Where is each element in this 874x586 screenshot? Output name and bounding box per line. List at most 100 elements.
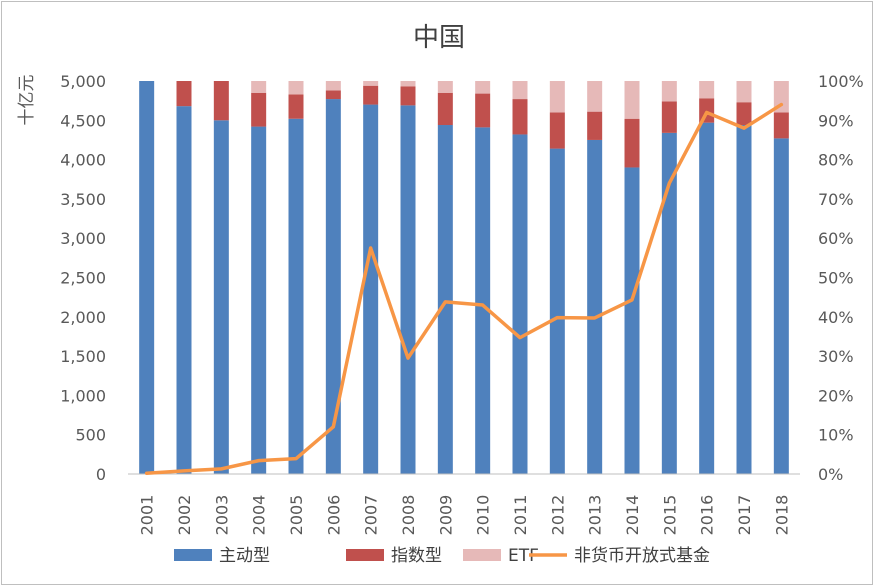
y-right-tick-label: 20%	[818, 386, 854, 405]
bar-active-2006	[325, 99, 341, 474]
bar-index-2010	[475, 93, 491, 128]
line-point-open-end-2007	[369, 246, 373, 250]
y-left-tick-label: 3,500	[60, 190, 106, 209]
bar-index-2002	[176, 81, 192, 107]
bar-active-2002	[176, 106, 192, 474]
bar-index-2006	[325, 90, 341, 100]
bar-etf-2018	[773, 81, 789, 113]
bar-index-2014	[624, 118, 640, 168]
bar-index-2011	[512, 99, 528, 135]
bar-index-2009	[437, 92, 453, 126]
bar-index-2013	[587, 111, 603, 140]
bar-active-2017	[736, 125, 752, 475]
line-point-open-end-2003	[219, 467, 223, 471]
x-tick-label: 2011	[511, 495, 530, 536]
bar-index-2004	[251, 92, 267, 127]
x-tick-label: 2001	[138, 495, 157, 536]
y-right-tick-label: 90%	[818, 111, 854, 130]
bar-active-2007	[363, 104, 379, 474]
bar-etf-2016	[699, 81, 715, 99]
y-left-tick-label: 5,000	[60, 72, 106, 91]
y-right-tick-label: 60%	[818, 229, 854, 248]
line-point-open-end-2013	[593, 316, 597, 320]
line-point-open-end-2004	[257, 459, 261, 463]
y-right-tick-label: 40%	[818, 308, 854, 327]
x-tick-label: 2010	[474, 495, 493, 536]
bar-etf-2014	[624, 81, 640, 119]
bar-etf-2011	[512, 81, 528, 100]
y-right-tick-label: 100%	[818, 72, 864, 91]
legend-swatch-active	[174, 549, 212, 561]
x-tick-label: 2018	[772, 495, 791, 536]
bar-index-2005	[288, 94, 304, 119]
bar-active-2014	[624, 167, 640, 474]
legend-label-active: 主动型	[219, 546, 270, 566]
x-tick-label: 2016	[698, 495, 717, 536]
line-point-open-end-2009	[443, 300, 447, 304]
x-tick-label: 2005	[287, 495, 306, 536]
x-tick-label: 2014	[623, 495, 642, 536]
bar-active-2008	[400, 105, 416, 474]
y-right-tick-label: 30%	[818, 347, 854, 366]
legend: 主动型 指数型 ETF 非货币开放式基金	[174, 546, 710, 566]
bar-etf-2005	[288, 81, 304, 95]
bar-active-2009	[437, 125, 453, 475]
y-left-tick-label: 4,000	[60, 151, 106, 170]
bar-index-2008	[400, 86, 416, 106]
bar-active-2010	[475, 127, 491, 475]
bar-active-2015	[661, 132, 677, 474]
x-tick-label: 2015	[660, 495, 679, 536]
bar-active-2016	[699, 122, 715, 475]
line-open-end	[144, 102, 784, 475]
legend-swatch-index	[346, 549, 384, 561]
line-point-open-end-2016	[705, 110, 709, 114]
line-point-open-end-2005	[294, 457, 298, 461]
x-tick-label: 2003	[212, 495, 231, 536]
bar-index-2015	[661, 101, 677, 133]
line-point-open-end-2015	[667, 181, 671, 185]
bar-etf-2006	[325, 81, 341, 91]
x-tick-label: 2004	[250, 495, 269, 536]
bar-index-2012	[549, 112, 565, 149]
bar-active-2011	[512, 134, 528, 474]
x-tick-label: 2017	[735, 495, 754, 536]
line-point-open-end-2006	[331, 425, 335, 429]
y-left-tick-label: 3,000	[60, 229, 106, 248]
bar-active-2004	[251, 126, 267, 474]
line-point-open-end-2011	[518, 336, 522, 340]
y-right-tick-label: 80%	[818, 151, 854, 170]
y-left-tick-label: 500	[75, 426, 106, 445]
legend-label-open-end: 非货币开放式基金	[574, 546, 710, 566]
bar-index-2007	[363, 85, 379, 105]
bar-etf-2004	[251, 81, 267, 93]
line-point-open-end-2010	[481, 303, 485, 307]
line-point-open-end-2018	[779, 103, 783, 107]
bar-etf-2007	[363, 81, 379, 86]
y-left-tick-label: 0	[96, 465, 106, 484]
line-point-open-end-2014	[630, 298, 634, 302]
x-tick-label: 2009	[436, 495, 455, 536]
plot-area: 0 500 1,000 1,500 2,000 2,500 3,000 3,500 4,000 4…	[60, 72, 864, 535]
y-left-tick-label: 2,000	[60, 308, 106, 327]
y-right-tick-label: 0%	[818, 465, 843, 484]
bar-index-2018	[773, 112, 789, 139]
bar-etf-2008	[400, 81, 416, 87]
y-left-tick-label: 2,500	[60, 269, 106, 288]
y-left-tick-label: 1,000	[60, 386, 106, 405]
bar-etf-2010	[475, 81, 491, 94]
x-tick-label: 2002	[175, 495, 194, 536]
bar-active-2012	[549, 148, 565, 474]
y-right-tick-label: 70%	[818, 190, 854, 209]
x-tick-label: 2013	[586, 495, 605, 536]
line-point-open-end-2008	[406, 356, 410, 360]
y-left-tick-label: 1,500	[60, 347, 106, 366]
bar-etf-2012	[549, 81, 565, 113]
bar-etf-2017	[736, 81, 752, 103]
legend-label-etf: ETF	[508, 546, 539, 566]
legend-swatch-etf	[463, 549, 501, 561]
y-right-tick-label: 50%	[818, 269, 854, 288]
bar-active-2003	[213, 120, 229, 475]
y-left-tick-label: 4,500	[60, 111, 106, 130]
line-point-open-end-2012	[555, 316, 559, 320]
